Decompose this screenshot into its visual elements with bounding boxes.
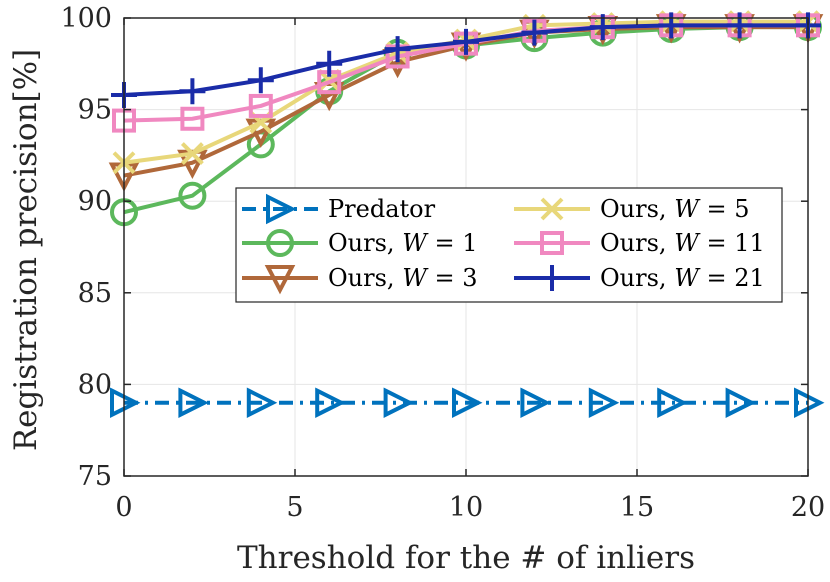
data-point bbox=[726, 12, 753, 39]
legend-label: Ours, W = 5 bbox=[600, 195, 750, 223]
legend-marker bbox=[539, 265, 565, 291]
data-point bbox=[384, 36, 411, 63]
legend-label: Ours, W = 1 bbox=[328, 229, 478, 257]
data-point bbox=[520, 387, 551, 418]
legend-marker bbox=[266, 193, 297, 225]
data-point bbox=[521, 19, 548, 46]
x-tick-label: 20 bbox=[791, 492, 825, 523]
data-point bbox=[247, 67, 274, 94]
legend-marker bbox=[266, 229, 294, 257]
legend-entry: Ours, W = 1 bbox=[242, 229, 478, 257]
data-point bbox=[248, 93, 273, 118]
legend: Predator Ours, W = 1 Ours, W = 3 Ours, W = … bbox=[235, 187, 783, 303]
x-tick-label: 10 bbox=[449, 492, 483, 523]
x-axis-label: Threshold for the # of inliers bbox=[237, 540, 695, 576]
legend-label: Ours, W = 21 bbox=[600, 264, 765, 292]
legend-entry: Ours, W = 21 bbox=[514, 264, 765, 292]
legend-label: Ours, W = 3 bbox=[328, 264, 478, 292]
series-group bbox=[108, 10, 825, 418]
data-point bbox=[179, 78, 206, 105]
y-tick-label: 85 bbox=[78, 278, 112, 309]
y-tick-label: 75 bbox=[78, 461, 112, 492]
legend-entry: Predator bbox=[242, 193, 436, 225]
axes: 0 5 10 15 20 75 80 85 90 95 100 bbox=[60, 3, 825, 523]
legend-label: Ours, W = 11 bbox=[600, 229, 765, 257]
legend-label: Predator bbox=[328, 195, 436, 223]
data-point bbox=[315, 387, 346, 418]
data-point bbox=[658, 12, 685, 39]
data-point bbox=[180, 142, 204, 165]
x-tick-label: 5 bbox=[286, 492, 303, 523]
data-point bbox=[178, 181, 207, 210]
legend-marker bbox=[540, 231, 564, 255]
series-0 bbox=[110, 387, 825, 418]
data-point bbox=[453, 28, 479, 55]
data-point bbox=[316, 50, 343, 77]
legend-marker bbox=[264, 265, 296, 295]
data-point bbox=[452, 387, 483, 418]
x-tick-label: 15 bbox=[620, 492, 654, 523]
y-tick-label: 100 bbox=[60, 3, 112, 34]
y-tick-label: 80 bbox=[78, 369, 112, 400]
data-point bbox=[383, 387, 415, 418]
legend-entry: Ours, W = 3 bbox=[242, 264, 478, 295]
legend-entry: Ours, W = 5 bbox=[514, 195, 750, 223]
legend-entry: Ours, W = 11 bbox=[514, 229, 765, 257]
data-point bbox=[725, 387, 757, 418]
y-tick-label: 90 bbox=[78, 186, 112, 217]
y-axis-label: Registration precision[%] bbox=[8, 49, 44, 451]
data-point bbox=[588, 387, 620, 418]
legend-marker bbox=[540, 197, 564, 221]
data-point bbox=[246, 387, 278, 418]
data-point bbox=[657, 387, 688, 418]
y-tick-label: 95 bbox=[78, 95, 112, 126]
data-point bbox=[180, 106, 205, 131]
x-tick-label: 0 bbox=[115, 492, 132, 523]
data-point bbox=[178, 387, 209, 418]
legend-box bbox=[235, 187, 783, 303]
